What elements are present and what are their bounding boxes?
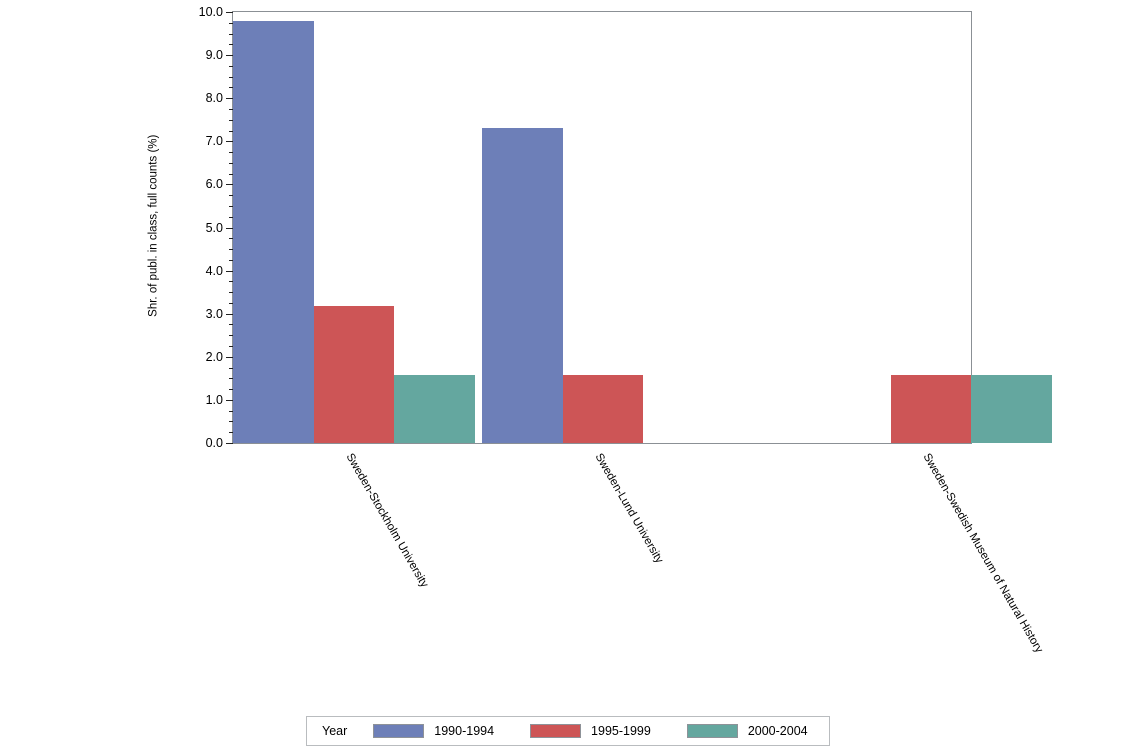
plot-inner: 10.0 9.0 8.0 7.0 6.0 5.0 4.0 3.0 2.0 1.0 0.0 (199, 5, 1052, 450)
legend: Year 1990-1994 1995-1999 2000-2004 (306, 716, 830, 746)
legend-entry[interactable]: 1990-1994 (373, 724, 530, 738)
y-tick-label: 9.0 (205, 48, 223, 63)
y-tick-major (226, 12, 233, 13)
bar[interactable] (394, 374, 475, 443)
y-tick-major (226, 141, 233, 143)
y-tick-minor (229, 259, 233, 261)
y-tick-label: 3.0 (205, 306, 223, 321)
y-tick-minor (229, 22, 233, 24)
y-tick-minor (229, 195, 233, 197)
y-tick-minor (229, 410, 233, 412)
y-tick-major (226, 184, 233, 186)
y-tick-minor (229, 367, 233, 369)
y-tick-major (226, 55, 233, 57)
y-tick-minor (229, 152, 233, 154)
y-tick-minor (229, 238, 233, 240)
bar[interactable] (313, 305, 394, 443)
y-tick-label: 1.0 (205, 392, 223, 407)
legend-swatch (530, 724, 582, 738)
y-tick-minor (229, 302, 233, 304)
y-tick-minor (229, 335, 233, 337)
y-tick-major (226, 399, 233, 401)
y-tick-minor (229, 346, 233, 348)
plot-area: 10.0 9.0 8.0 7.0 6.0 5.0 4.0 3.0 2.0 1.0 0.0 (199, 5, 1052, 450)
y-tick-label: 0.0 (205, 436, 223, 450)
bar[interactable] (562, 374, 643, 443)
y-tick-major (226, 313, 233, 315)
y-tick-minor (229, 173, 233, 175)
bar[interactable] (890, 374, 971, 443)
y-tick-label: 6.0 (205, 177, 223, 192)
y-axis-title-text: Shr. of publ. in class, full counts (%) (147, 134, 160, 318)
legend-label: 2000-2004 (747, 724, 808, 738)
y-tick-label: 4.0 (205, 263, 223, 278)
legend-entry[interactable]: 1995-1999 (530, 724, 687, 738)
legend-label: 1990-1994 (434, 724, 495, 738)
legend-entry[interactable]: 2000-2004 (686, 724, 808, 738)
y-tick-minor (229, 119, 233, 121)
y-tick-minor (229, 421, 233, 423)
y-tick-minor (229, 108, 233, 110)
x-axis-category-label: Sweden-Stockholm University (343, 451, 430, 590)
y-tick-major (226, 98, 233, 100)
y-tick-label: 8.0 (205, 91, 223, 106)
y-tick-label: 10.0 (198, 5, 223, 19)
y-tick-major (226, 270, 233, 272)
legend-entries: 1990-1994 1995-1999 2000-2004 (373, 724, 808, 738)
y-tick-minor (229, 76, 233, 78)
y-tick-minor (229, 87, 233, 89)
bar[interactable] (482, 127, 563, 443)
y-tick-major (226, 443, 233, 444)
y-tick-minor (229, 33, 233, 35)
x-axis-category-label: Sweden-Swedish Museum of Natural History (920, 451, 1045, 656)
y-tick-minor (229, 130, 233, 132)
bar[interactable] (233, 21, 314, 443)
y-tick-minor (229, 162, 233, 164)
y-tick-label: 7.0 (205, 134, 223, 149)
y-tick-minor (229, 292, 233, 294)
y-tick-label: 5.0 (205, 220, 223, 235)
y-tick-minor (229, 216, 233, 218)
y-tick-major (226, 227, 233, 229)
y-axis-title: Shr. of publ. in class, full counts (%) (145, 10, 163, 442)
y-tick-minor (229, 44, 233, 46)
y-tick-minor (229, 249, 233, 251)
y-tick-minor (229, 378, 233, 380)
y-tick-minor (229, 432, 233, 434)
y-tick-minor (229, 205, 233, 207)
y-tick-minor (229, 65, 233, 67)
y-tick-major (226, 356, 233, 358)
y-tick-minor (229, 281, 233, 283)
y-tick-minor (229, 389, 233, 391)
y-tick-label: 2.0 (205, 349, 223, 364)
legend-label: 1995-1999 (591, 724, 651, 738)
x-axis-category-label: Sweden-Lund University (592, 451, 665, 566)
y-tick-minor (229, 324, 233, 326)
legend-title: Year (322, 724, 348, 738)
bar[interactable] (971, 374, 1052, 443)
legend-swatch (373, 724, 425, 738)
legend-swatch (686, 724, 738, 738)
